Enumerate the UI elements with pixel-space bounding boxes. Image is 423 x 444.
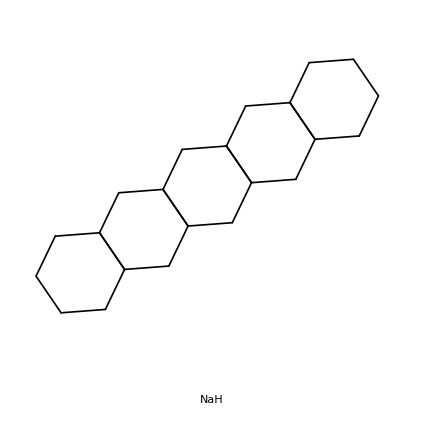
Text: NaH: NaH <box>200 395 223 404</box>
